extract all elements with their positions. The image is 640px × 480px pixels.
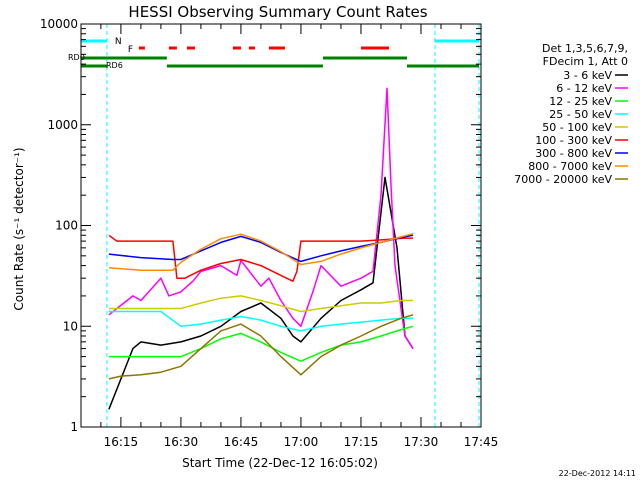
x-tick-labels: 16:15 16:30 16:45 17:00 17:15 17:30 17:45 <box>104 435 499 449</box>
legend-entry-label: 300 - 800 keV <box>535 147 612 160</box>
series-line <box>108 87 414 350</box>
legend-entry-label: 12 - 25 keV <box>549 95 612 108</box>
plot-frame <box>80 23 482 428</box>
y-tick-label: 1 <box>70 420 78 434</box>
series-line <box>108 176 414 410</box>
legend-entry-label: 50 - 100 keV <box>542 121 612 134</box>
x-tick-label: 17:45 <box>464 435 499 449</box>
x-tick-label: 17:15 <box>344 435 379 449</box>
legend-entry-label: 3 - 6 keV <box>563 69 612 82</box>
timestamp: 22-Dec-2012 14:11 <box>559 469 636 478</box>
y-tick-label: 1000 <box>47 118 78 132</box>
x-tick-label: 17:30 <box>404 435 439 449</box>
y-axis-label: Count Rate (s⁻¹ detector⁻¹) <box>12 147 26 310</box>
legend-header: FDecim 1, Att 0 <box>543 55 628 68</box>
flags-layer: NF RD0 RD6 <box>68 24 480 427</box>
x-axis-label: Start Time (22-Dec-12 16:05:02) <box>182 456 378 470</box>
y-tick-label: 10000 <box>40 17 78 31</box>
legend-entry-label: 6 - 12 keV <box>556 82 612 95</box>
series-line <box>108 234 414 263</box>
plot-border <box>80 23 482 428</box>
legend-header: Det 1,3,5,6,7,9, <box>542 42 628 55</box>
rd6-flag-label: RD6 <box>106 61 123 70</box>
legend-entry-label: 100 - 300 keV <box>535 134 612 147</box>
series-line <box>108 314 414 380</box>
series-line <box>108 232 414 271</box>
night-flag-label: N <box>115 37 122 47</box>
chart-title: HESSI Observing Summary Count Rates <box>128 3 427 21</box>
series-line <box>108 295 413 313</box>
y-tick-label: 100 <box>55 219 78 233</box>
legend: Det 1,3,5,6,7,9,FDecim 1, Att 03 - 6 keV… <box>514 42 628 186</box>
x-tick-label: 17:00 <box>284 435 319 449</box>
y-tick-label: 10 <box>63 319 78 333</box>
flare-flag-label: F <box>128 45 133 55</box>
x-tick-label: 16:45 <box>224 435 259 449</box>
x-tick-label: 16:30 <box>164 435 199 449</box>
y-tick-labels: 1 10 100 1000 10000 <box>40 17 78 434</box>
x-tick-label: 16:15 <box>104 435 139 449</box>
series-line <box>108 310 413 332</box>
series-line <box>108 234 413 282</box>
series-line <box>108 325 414 362</box>
legend-entry-label: 7000 - 20000 keV <box>514 173 612 186</box>
legend-entry-label: 800 - 7000 keV <box>528 160 612 173</box>
rd0-flag-label: RD0 <box>68 53 85 62</box>
series-layer <box>108 87 414 410</box>
legend-entry-label: 25 - 50 keV <box>549 108 612 121</box>
